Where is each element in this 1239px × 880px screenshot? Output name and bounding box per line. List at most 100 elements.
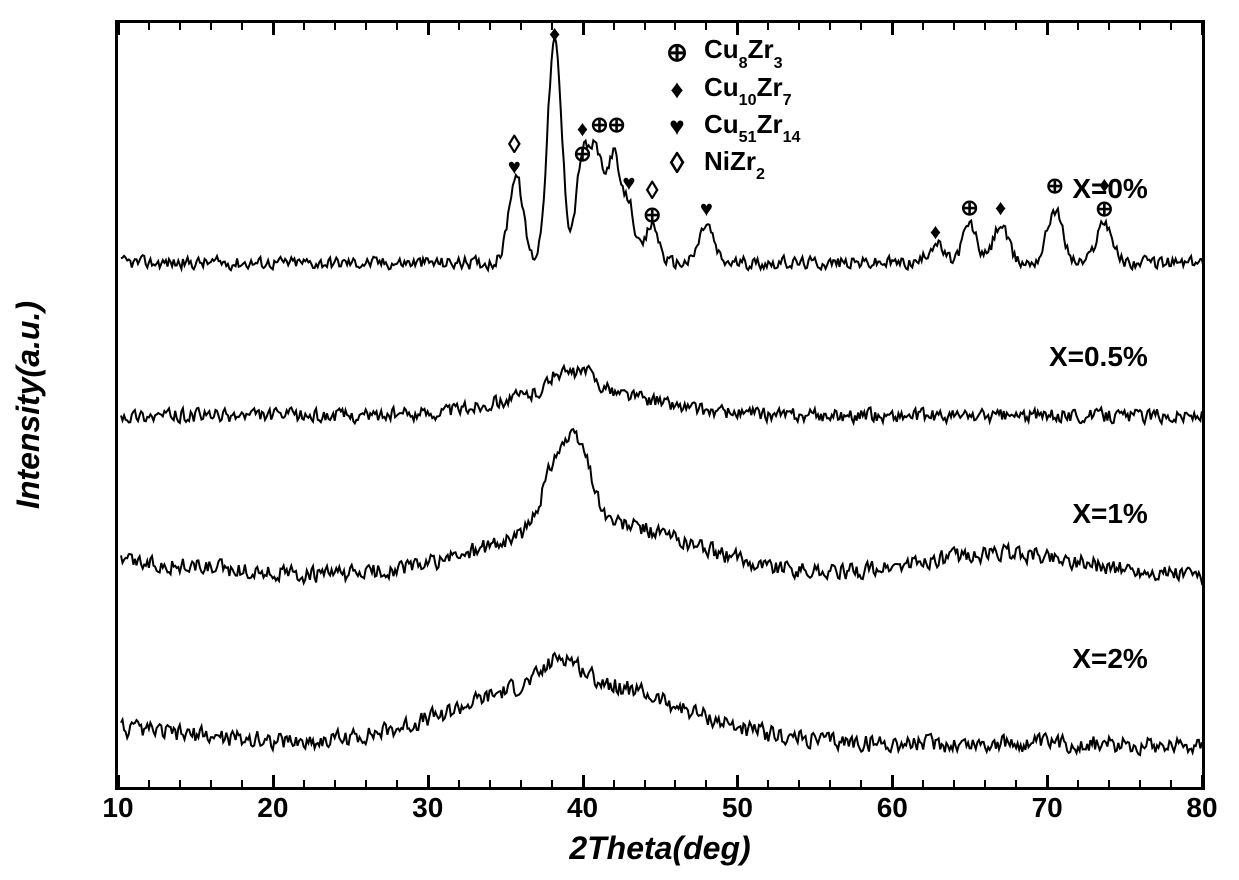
x-tick-minor bbox=[705, 780, 707, 787]
series-label: X=0.5% bbox=[1049, 341, 1148, 373]
x-tick-label: 70 bbox=[1032, 792, 1063, 824]
x-tick-minor bbox=[551, 23, 553, 30]
phase-marker: ♦ bbox=[577, 118, 588, 140]
x-tick-minor bbox=[1108, 780, 1110, 787]
x-tick-minor bbox=[303, 780, 305, 787]
series-label: X=2% bbox=[1072, 643, 1148, 675]
x-tick-minor bbox=[767, 780, 769, 787]
x-tick-minor bbox=[953, 23, 955, 30]
x-tick-major bbox=[736, 23, 739, 35]
phase-marker: ⊕ bbox=[590, 114, 608, 136]
x-tick-label: 20 bbox=[257, 792, 288, 824]
x-tick-major bbox=[272, 23, 275, 35]
x-tick-minor bbox=[210, 23, 212, 30]
x-tick-minor bbox=[179, 23, 181, 30]
x-tick-minor bbox=[922, 780, 924, 787]
xrd-trace bbox=[121, 366, 1205, 424]
phase-marker: ♥ bbox=[508, 156, 521, 178]
phase-marker: ♥ bbox=[700, 198, 713, 220]
x-tick-major bbox=[582, 775, 585, 787]
x-tick-minor bbox=[303, 23, 305, 30]
x-tick-minor bbox=[829, 23, 831, 30]
phase-marker: ◊ bbox=[646, 177, 659, 203]
x-tick-minor bbox=[1139, 23, 1141, 30]
x-tick-major bbox=[427, 775, 430, 787]
x-tick-minor bbox=[953, 780, 955, 787]
x-tick-minor bbox=[334, 23, 336, 30]
phase-marker: ♦ bbox=[930, 221, 941, 243]
x-axis-label: 2Theta(deg) bbox=[115, 830, 1205, 867]
x-tick-minor bbox=[365, 780, 367, 787]
xrd-trace bbox=[121, 653, 1205, 755]
phase-marker: ♥ bbox=[622, 172, 635, 194]
x-tick-minor bbox=[767, 23, 769, 30]
x-tick-minor bbox=[984, 23, 986, 30]
x-tick-label: 60 bbox=[877, 792, 908, 824]
xrd-trace bbox=[121, 429, 1205, 583]
chart-container: Intensity(a.u.) 2Theta(deg) ⊕Cu8Zr3♦Cu10… bbox=[0, 0, 1239, 880]
x-tick-minor bbox=[396, 23, 398, 30]
x-tick-minor bbox=[705, 23, 707, 30]
x-tick-minor bbox=[644, 780, 646, 787]
legend-symbol: ⊕ bbox=[660, 39, 694, 65]
legend-label: Cu8Zr3 bbox=[704, 34, 783, 69]
legend-symbol: ♥ bbox=[660, 113, 694, 139]
x-tick-major bbox=[891, 775, 894, 787]
x-tick-minor bbox=[798, 23, 800, 30]
phase-marker: ♦ bbox=[995, 197, 1006, 219]
x-tick-major bbox=[582, 23, 585, 35]
legend-label: Cu51Zr14 bbox=[704, 109, 801, 144]
phase-marker: ⊕ bbox=[607, 114, 625, 136]
x-tick-minor bbox=[644, 23, 646, 30]
legend-item: ♥ Cu51Zr14 bbox=[660, 109, 801, 144]
legend-label: Cu10Zr7 bbox=[704, 72, 792, 107]
series-label: X=1% bbox=[1072, 498, 1148, 530]
phase-marker: ⊕ bbox=[960, 197, 978, 219]
legend-item: ♦Cu10Zr7 bbox=[660, 72, 801, 107]
x-tick-label: 30 bbox=[412, 792, 443, 824]
x-tick-major bbox=[1201, 775, 1204, 787]
x-tick-major bbox=[272, 775, 275, 787]
x-tick-label: 40 bbox=[567, 792, 598, 824]
x-tick-minor bbox=[1015, 780, 1017, 787]
x-tick-major bbox=[1046, 23, 1049, 35]
phase-marker: ⊕ bbox=[1046, 175, 1064, 197]
x-tick-minor bbox=[829, 780, 831, 787]
x-tick-minor bbox=[1108, 23, 1110, 30]
legend-item: ◊NiZr2 bbox=[660, 146, 801, 181]
x-tick-minor bbox=[365, 23, 367, 30]
x-tick-minor bbox=[241, 23, 243, 30]
x-tick-minor bbox=[210, 780, 212, 787]
x-tick-minor bbox=[458, 23, 460, 30]
phase-marker: ♦ bbox=[1099, 174, 1110, 196]
x-tick-minor bbox=[179, 780, 181, 787]
y-axis-label: Intensity(a.u.) bbox=[10, 20, 47, 790]
plot-area: ⊕Cu8Zr3♦Cu10Zr7♥Cu51Zr14◊NiZr2 X=0%X=0.5… bbox=[115, 20, 1205, 790]
x-tick-label: 80 bbox=[1186, 792, 1217, 824]
legend-symbol: ◊ bbox=[660, 151, 694, 177]
x-tick-minor bbox=[860, 23, 862, 30]
x-tick-minor bbox=[241, 780, 243, 787]
x-tick-minor bbox=[334, 780, 336, 787]
x-tick-minor bbox=[1015, 23, 1017, 30]
x-tick-minor bbox=[1077, 780, 1079, 787]
x-tick-minor bbox=[551, 780, 553, 787]
x-tick-major bbox=[117, 775, 120, 787]
x-tick-major bbox=[736, 775, 739, 787]
x-tick-minor bbox=[1170, 23, 1172, 30]
x-tick-minor bbox=[148, 780, 150, 787]
x-tick-minor bbox=[148, 23, 150, 30]
x-tick-minor bbox=[922, 23, 924, 30]
x-tick-major bbox=[1046, 775, 1049, 787]
x-tick-minor bbox=[489, 23, 491, 30]
x-tick-label: 10 bbox=[102, 792, 133, 824]
phase-legend: ⊕ Cu8Zr3♦Cu10Zr7 ♥ Cu51Zr14◊NiZr2 bbox=[660, 34, 801, 183]
x-tick-minor bbox=[674, 23, 676, 30]
x-tick-minor bbox=[613, 23, 615, 30]
x-tick-minor bbox=[984, 780, 986, 787]
x-tick-label: 50 bbox=[722, 792, 753, 824]
phase-marker: ⊕ bbox=[1095, 198, 1113, 220]
phase-marker: ⊕ bbox=[643, 204, 661, 226]
x-tick-minor bbox=[674, 780, 676, 787]
legend-item: ⊕ Cu8Zr3 bbox=[660, 34, 801, 69]
